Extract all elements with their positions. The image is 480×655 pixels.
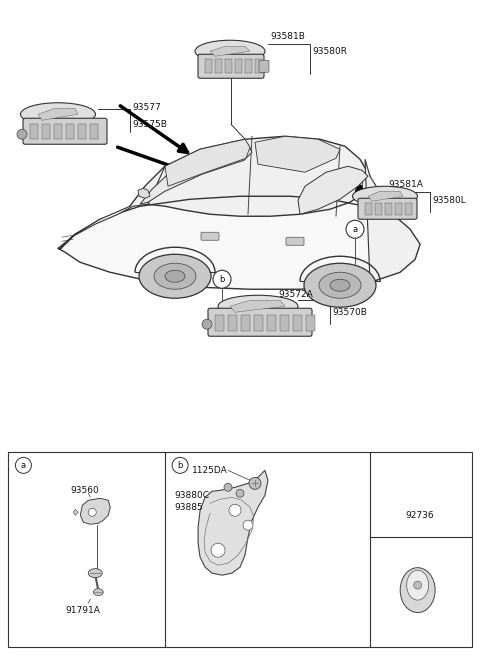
Text: 93570B: 93570B xyxy=(332,308,367,317)
Circle shape xyxy=(236,489,244,497)
Ellipse shape xyxy=(400,568,435,612)
Bar xyxy=(228,315,237,331)
Polygon shape xyxy=(255,136,340,172)
Bar xyxy=(280,315,289,331)
Polygon shape xyxy=(230,300,285,312)
FancyBboxPatch shape xyxy=(358,198,417,219)
Text: 91791A: 91791A xyxy=(65,606,100,614)
Text: 1125DA: 1125DA xyxy=(192,466,228,475)
FancyBboxPatch shape xyxy=(201,233,219,240)
Polygon shape xyxy=(130,136,370,216)
Ellipse shape xyxy=(330,279,350,291)
Text: 93572A: 93572A xyxy=(278,290,313,299)
Ellipse shape xyxy=(304,263,376,307)
Bar xyxy=(306,315,315,331)
Circle shape xyxy=(243,520,253,531)
Bar xyxy=(235,59,242,73)
Ellipse shape xyxy=(352,186,418,206)
Bar xyxy=(385,203,392,215)
Polygon shape xyxy=(198,470,268,575)
Circle shape xyxy=(346,220,364,238)
Bar xyxy=(365,203,372,215)
Bar xyxy=(215,59,222,73)
Bar xyxy=(225,59,232,73)
Ellipse shape xyxy=(195,40,265,62)
Circle shape xyxy=(211,543,225,557)
Bar xyxy=(395,203,402,215)
Bar xyxy=(66,124,74,140)
Polygon shape xyxy=(365,159,420,282)
Polygon shape xyxy=(58,196,420,290)
Polygon shape xyxy=(73,510,78,515)
Bar xyxy=(30,124,38,140)
Polygon shape xyxy=(368,191,403,201)
Polygon shape xyxy=(58,234,75,248)
Polygon shape xyxy=(138,188,150,198)
Bar xyxy=(78,124,86,140)
Text: 93580L: 93580L xyxy=(432,196,466,205)
Text: b: b xyxy=(178,461,183,470)
FancyBboxPatch shape xyxy=(286,237,304,245)
Polygon shape xyxy=(60,166,165,250)
Text: 93560: 93560 xyxy=(71,486,99,495)
Bar xyxy=(255,59,262,73)
Bar xyxy=(405,203,412,215)
Circle shape xyxy=(202,319,212,329)
Ellipse shape xyxy=(154,263,196,290)
Bar xyxy=(245,59,252,73)
Text: 93580R: 93580R xyxy=(312,47,347,56)
Circle shape xyxy=(15,457,31,474)
FancyBboxPatch shape xyxy=(198,54,264,78)
Polygon shape xyxy=(140,144,252,204)
Ellipse shape xyxy=(21,103,96,126)
Polygon shape xyxy=(165,140,250,186)
FancyBboxPatch shape xyxy=(23,119,107,144)
Text: 92736: 92736 xyxy=(405,511,434,520)
Bar xyxy=(375,203,382,215)
Ellipse shape xyxy=(407,570,429,600)
Bar xyxy=(54,124,62,140)
Bar xyxy=(205,59,212,73)
Circle shape xyxy=(224,483,232,491)
Polygon shape xyxy=(298,166,368,214)
Text: 93581A: 93581A xyxy=(388,179,423,189)
Ellipse shape xyxy=(165,271,185,282)
Text: 93581B: 93581B xyxy=(270,31,305,41)
Bar xyxy=(254,315,263,331)
Text: 93885: 93885 xyxy=(174,503,203,512)
FancyBboxPatch shape xyxy=(208,309,312,336)
Circle shape xyxy=(172,457,188,474)
Polygon shape xyxy=(38,108,78,121)
Polygon shape xyxy=(80,498,110,524)
Bar xyxy=(293,315,302,331)
Circle shape xyxy=(229,504,241,516)
Text: 93880C: 93880C xyxy=(174,491,209,500)
Ellipse shape xyxy=(319,272,361,298)
Circle shape xyxy=(88,508,96,516)
Bar xyxy=(42,124,50,140)
Bar xyxy=(215,315,224,331)
Circle shape xyxy=(414,581,421,589)
Polygon shape xyxy=(210,47,250,56)
Text: a: a xyxy=(352,225,358,234)
Bar xyxy=(241,315,250,331)
Bar xyxy=(267,315,276,331)
Circle shape xyxy=(213,271,231,288)
Text: b: b xyxy=(219,274,225,284)
Ellipse shape xyxy=(139,254,211,298)
Text: 93575B: 93575B xyxy=(132,120,167,129)
Text: a: a xyxy=(21,461,26,470)
Circle shape xyxy=(17,129,27,140)
Bar xyxy=(90,124,98,140)
Ellipse shape xyxy=(218,295,298,317)
Ellipse shape xyxy=(88,569,102,578)
Circle shape xyxy=(249,477,261,489)
Text: 93577: 93577 xyxy=(132,103,161,112)
FancyBboxPatch shape xyxy=(259,60,269,72)
Ellipse shape xyxy=(93,589,103,595)
